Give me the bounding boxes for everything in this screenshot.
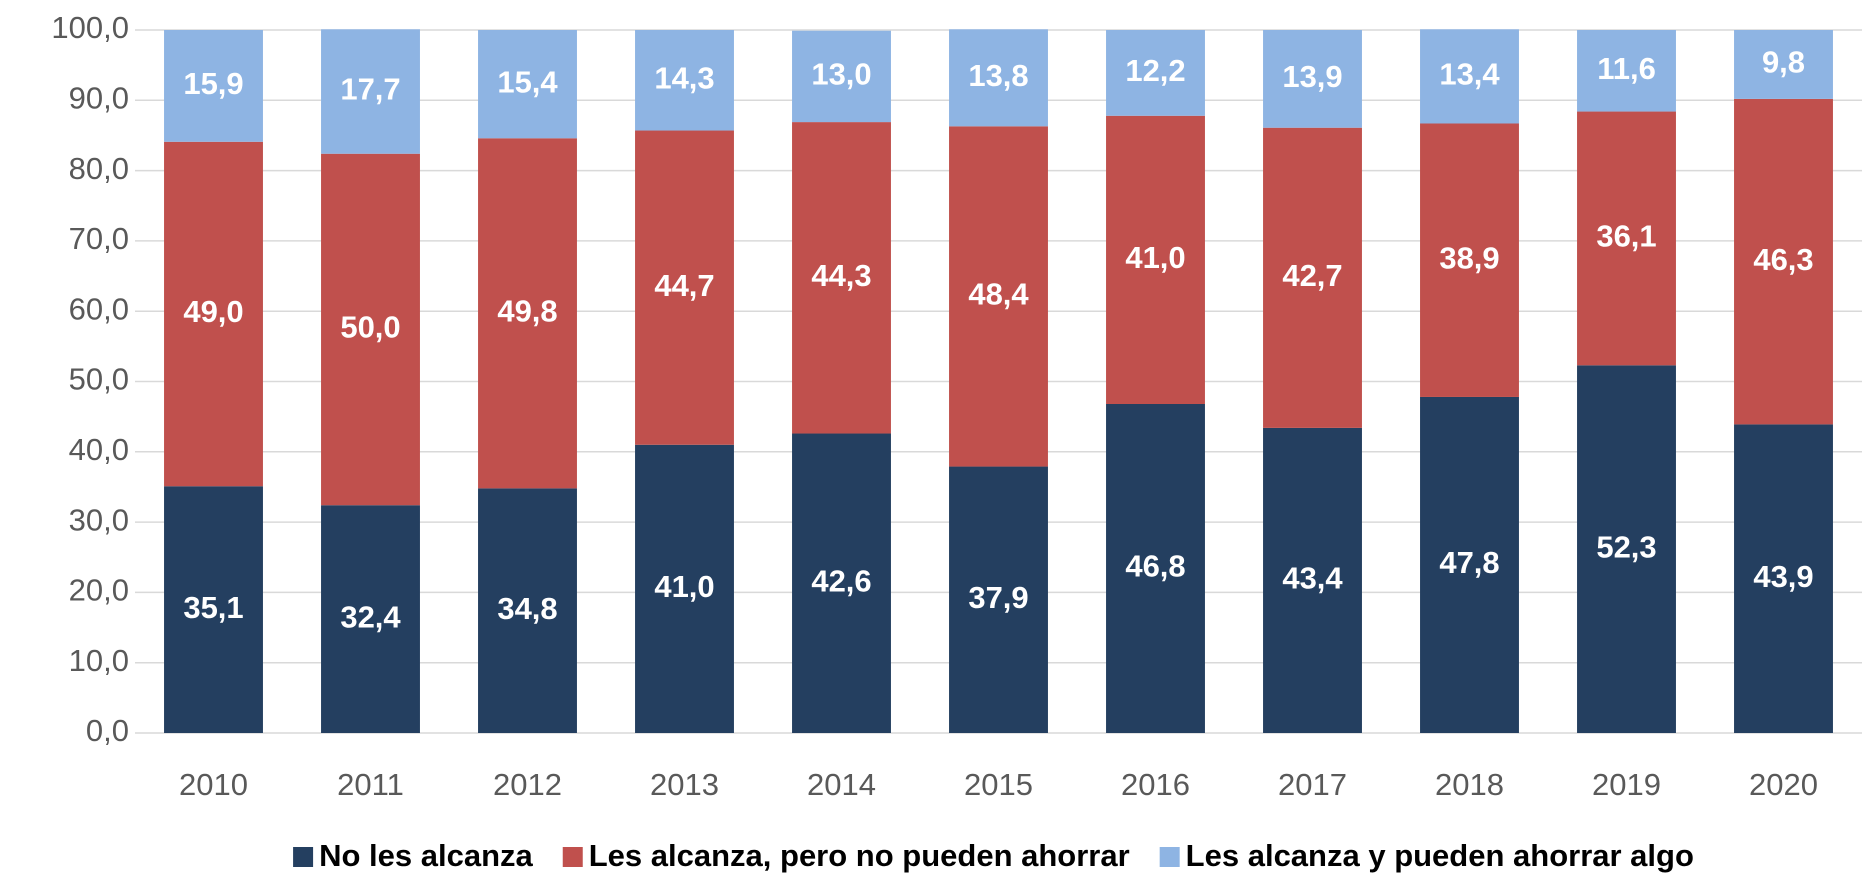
- y-tick-label: 50,0: [69, 362, 129, 397]
- x-tick-label: 2015: [964, 767, 1033, 802]
- data-label: 13,4: [1439, 57, 1500, 92]
- bar-segment: [792, 433, 891, 733]
- bar-segment: [164, 30, 263, 142]
- bar-segment: [164, 486, 263, 733]
- bar-segment: [321, 505, 420, 733]
- data-label: 17,7: [340, 72, 400, 107]
- bar-segment: [949, 29, 1048, 127]
- data-label: 13,8: [968, 58, 1028, 93]
- x-tick-label: 2012: [493, 767, 562, 802]
- x-tick-label: 2010: [179, 767, 248, 802]
- bar-segment: [792, 30, 891, 123]
- bar-segment: [1420, 123, 1519, 397]
- data-label: 32,4: [340, 599, 401, 634]
- bar-segment: [164, 141, 263, 487]
- y-tick-label: 40,0: [69, 432, 129, 467]
- data-label: 38,9: [1439, 240, 1499, 275]
- y-tick-label: 0,0: [86, 713, 129, 748]
- legend-label: No les alcanza: [319, 838, 533, 873]
- data-label: 35,1: [183, 590, 243, 625]
- bar-segment: [1420, 29, 1519, 124]
- x-tick-label: 2019: [1592, 767, 1661, 802]
- bar-segment: [1577, 111, 1676, 366]
- data-label: 44,7: [654, 268, 714, 303]
- bar-segment: [1106, 403, 1205, 733]
- legend-label: Les alcanza, pero no pueden ahorrar: [589, 838, 1130, 873]
- legend: No les alcanza Les alcanza, pero no puede…: [293, 838, 1694, 873]
- legend-label: Les alcanza y pueden ahorrar algo: [1186, 838, 1694, 873]
- y-tick-label: 80,0: [69, 151, 129, 186]
- data-label: 48,4: [968, 277, 1029, 312]
- data-label: 9,8: [1762, 45, 1805, 80]
- data-label: 52,3: [1596, 529, 1656, 564]
- bar-segment: [1734, 424, 1833, 733]
- x-tick-label: 2013: [650, 767, 719, 802]
- y-tick-label: 100,0: [51, 10, 129, 45]
- data-label: 12,2: [1125, 53, 1185, 88]
- x-tick-label: 2018: [1435, 767, 1504, 802]
- x-tick-label: 2014: [807, 767, 876, 802]
- bar-segment: [1734, 98, 1833, 425]
- data-label: 42,7: [1282, 258, 1342, 293]
- y-tick-label: 30,0: [69, 502, 129, 537]
- bar-segment: [1420, 396, 1519, 733]
- data-label: 49,0: [183, 294, 243, 329]
- bar-segment: [1263, 127, 1362, 428]
- data-label: 42,6: [811, 563, 871, 598]
- data-label: 47,8: [1439, 545, 1499, 580]
- y-tick-label: 90,0: [69, 80, 129, 115]
- data-label: 36,1: [1596, 219, 1656, 254]
- bar-segment: [635, 30, 734, 131]
- data-label: 41,0: [1125, 240, 1185, 275]
- data-label: 14,3: [654, 60, 714, 95]
- legend-swatch: [562, 847, 583, 867]
- bar-segment: [321, 29, 420, 154]
- bar-segment: [1106, 30, 1205, 116]
- data-label: 41,0: [654, 569, 714, 604]
- legend-swatch: [293, 847, 314, 867]
- x-tick-label: 2011: [337, 767, 404, 802]
- y-tick-label: 60,0: [69, 291, 129, 326]
- data-label: 34,8: [497, 591, 557, 626]
- y-tick-label: 10,0: [69, 643, 129, 678]
- bar-segment: [635, 444, 734, 733]
- bar-segment: [478, 30, 577, 139]
- data-label: 46,3: [1753, 242, 1813, 277]
- bar-segment: [478, 488, 577, 733]
- y-tick-label: 20,0: [69, 573, 129, 608]
- bar-segment: [1577, 30, 1676, 112]
- bar-segment: [949, 126, 1048, 467]
- bar-segment: [1263, 30, 1362, 128]
- data-label: 44,3: [811, 258, 871, 293]
- data-label: 50,0: [340, 310, 400, 345]
- bar-segment: [949, 466, 1048, 733]
- data-label: 43,4: [1282, 561, 1343, 596]
- data-label: 15,4: [497, 64, 558, 99]
- bar-segment: [321, 153, 420, 506]
- data-label: 49,8: [497, 293, 557, 328]
- data-label: 43,9: [1753, 559, 1813, 594]
- x-tick-label: 2016: [1121, 767, 1190, 802]
- legend-swatch: [1159, 847, 1180, 867]
- bar-segment: [1106, 115, 1205, 404]
- data-label: 13,0: [811, 57, 871, 92]
- data-label: 13,9: [1282, 59, 1342, 94]
- bar-segment: [792, 122, 891, 434]
- bar-segment: [1263, 427, 1362, 733]
- data-label: 15,9: [183, 66, 243, 101]
- x-tick-label: 2020: [1749, 767, 1818, 802]
- data-label: 37,9: [968, 580, 1028, 615]
- x-tick-label: 2017: [1278, 767, 1347, 802]
- data-label: 46,8: [1125, 549, 1185, 584]
- bar-segment: [635, 130, 734, 445]
- bar-segment: [1734, 30, 1833, 99]
- data-label: 11,6: [1597, 51, 1656, 86]
- bar-segment: [478, 138, 577, 489]
- y-tick-label: 70,0: [69, 221, 129, 256]
- bar-segment: [1577, 365, 1676, 733]
